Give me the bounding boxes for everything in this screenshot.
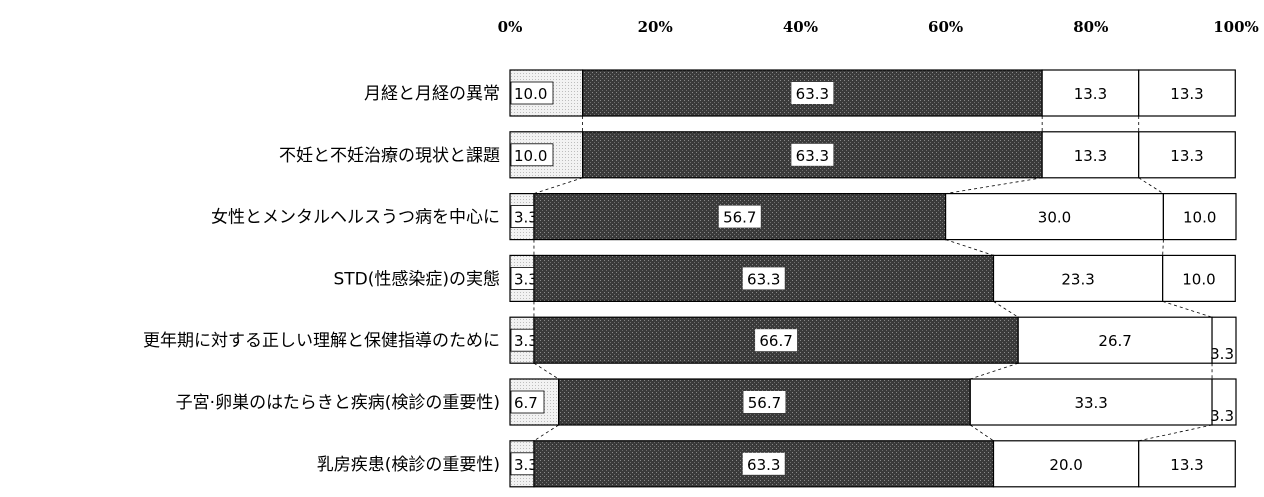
category-label: 女性とメンタルヘルスうつ病を中心に	[211, 208, 500, 228]
data-label: 13.3	[1170, 456, 1203, 474]
data-label-bg	[791, 82, 834, 104]
data-label: 63.3	[796, 85, 829, 103]
connector-line	[970, 362, 1019, 380]
connector-line	[533, 177, 583, 194]
category-label: 乳房疾患(検診の重要性)	[317, 455, 500, 475]
data-label: 63.3	[747, 270, 780, 288]
data-label: 10.0	[514, 147, 547, 165]
data-label: 33.3	[1074, 394, 1107, 412]
bar-segment-3	[1041, 131, 1140, 179]
data-label: 10.0	[1182, 270, 1215, 288]
connector-lines	[533, 116, 1213, 442]
data-label: 66.7	[759, 332, 792, 350]
data-label: 30.0	[1038, 209, 1071, 227]
x-tick-label: 100%	[1213, 18, 1259, 36]
data-label-bg	[743, 391, 786, 413]
x-tick-label: 40%	[783, 18, 818, 36]
bar-segment-4	[1138, 440, 1236, 488]
x-tick-label: 0%	[498, 18, 523, 36]
connector-line	[1162, 301, 1213, 318]
category-label: 子宮·卵巣のはたらきと疾病(検診の重要性)	[176, 393, 500, 413]
data-label: 13.3	[1074, 147, 1107, 165]
data-label-bg	[510, 390, 545, 414]
data-label: 10.0	[1183, 209, 1216, 227]
connector-line	[970, 424, 994, 442]
data-label: 3.3	[514, 456, 538, 474]
bar-segment-4	[1211, 378, 1237, 426]
category-label: STD(性感染症)の実態	[333, 269, 500, 289]
connector-line	[533, 362, 559, 380]
category-label: 不妊と不妊治療の現状と課題	[279, 146, 500, 166]
bar-segment-4	[1162, 254, 1236, 302]
data-label: 20.0	[1049, 456, 1082, 474]
connector-line	[1138, 177, 1164, 194]
x-tick-label: 80%	[1073, 18, 1108, 36]
data-label-bg	[791, 143, 834, 166]
data-label: 13.3	[1170, 147, 1203, 165]
connector-line	[533, 424, 559, 442]
bar-segment-3	[1017, 316, 1213, 364]
bar-segment-3	[969, 378, 1213, 426]
data-label: 23.3	[1061, 270, 1094, 288]
data-label: 13.3	[1170, 85, 1203, 103]
bar-segment-4	[1138, 69, 1236, 117]
data-label: 3.3	[514, 209, 538, 227]
bar-segment-4	[1162, 193, 1237, 241]
data-label-bg	[755, 329, 798, 352]
data-label: 26.7	[1098, 332, 1131, 350]
x-axis-ticks: 0% 20% 40% 60% 80% 100%	[498, 18, 1259, 36]
data-label-bg	[510, 143, 554, 167]
data-label: 10.0	[514, 85, 547, 103]
bar-segment-4	[1211, 316, 1237, 364]
data-label: 13.3	[1074, 85, 1107, 103]
data-label: 63.3	[747, 456, 780, 474]
data-label-bg	[510, 81, 554, 105]
bar-segment-3	[944, 193, 1164, 241]
data-label: 56.7	[723, 209, 756, 227]
bar-segment-4	[1138, 131, 1236, 179]
data-label: 3.3	[514, 332, 538, 350]
bars-layer: 10.0 63.3 13.3 13.3 10.0 63.3 13.3 13.3 3.3 56.7 3…	[509, 69, 1237, 488]
bar-segment-3	[1041, 69, 1140, 117]
category-label: 月経と月経の異常	[364, 84, 500, 104]
connector-line	[1162, 239, 1164, 256]
data-label: 3.3	[514, 270, 538, 288]
category-label: 更年期に対する正しい理解と保健指導のために	[143, 331, 500, 351]
data-label: 3.3	[1210, 345, 1234, 363]
x-tick-label: 60%	[928, 18, 963, 36]
connector-line	[1138, 424, 1213, 442]
data-label: 3.3	[1210, 407, 1234, 425]
x-tick-label: 20%	[638, 18, 673, 36]
data-label-bg	[718, 205, 761, 228]
connector-line	[945, 177, 1043, 194]
data-label-bg	[742, 452, 785, 475]
data-label: 56.7	[748, 394, 781, 412]
bar-segment-3	[992, 254, 1164, 302]
data-label: 6.7	[514, 394, 538, 412]
connector-line	[945, 239, 994, 256]
bar-segment-3	[992, 440, 1140, 488]
data-label-bg	[742, 267, 785, 290]
data-label: 63.3	[796, 147, 829, 165]
connector-line	[993, 301, 1019, 318]
